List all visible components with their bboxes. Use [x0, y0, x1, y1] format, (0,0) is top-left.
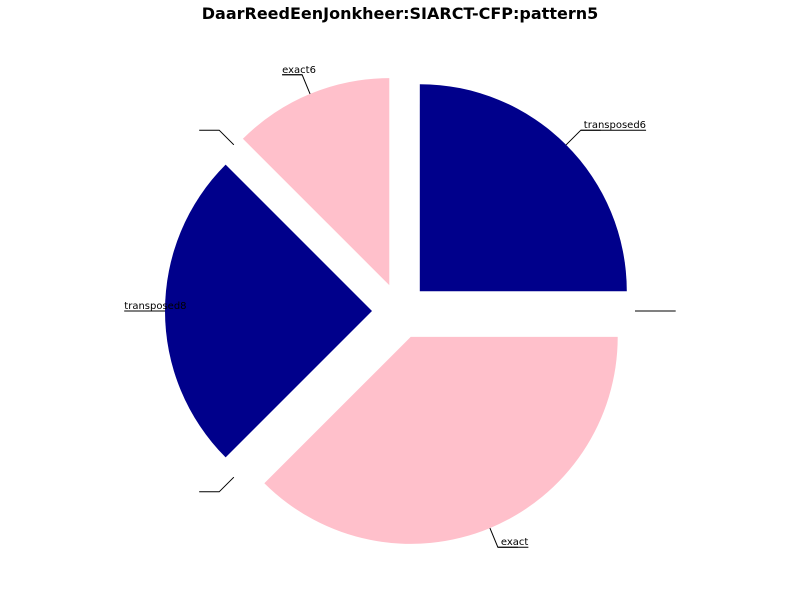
pie-slice-exact [264, 336, 618, 544]
pie-slice-transposed6 [419, 84, 627, 292]
pie-slice-exact6 [242, 78, 390, 286]
pie-slices [165, 78, 627, 544]
leader-line [565, 129, 601, 146]
leader-line [199, 129, 235, 146]
slice-label: transposed6 [584, 120, 646, 131]
pie-slice-transposed8 [165, 164, 372, 458]
pie-labels: transposed6 exact transposed8 exact6 [124, 65, 676, 548]
slice-label: exact [501, 537, 529, 548]
slice-label: exact6 [282, 65, 316, 76]
slice-label: transposed8 [124, 301, 186, 312]
leader-line [282, 74, 311, 95]
chart-title: DaarReedEenJonkheer:SIARCT-CFP:pattern5 [202, 4, 599, 23]
leader-line [199, 476, 235, 493]
